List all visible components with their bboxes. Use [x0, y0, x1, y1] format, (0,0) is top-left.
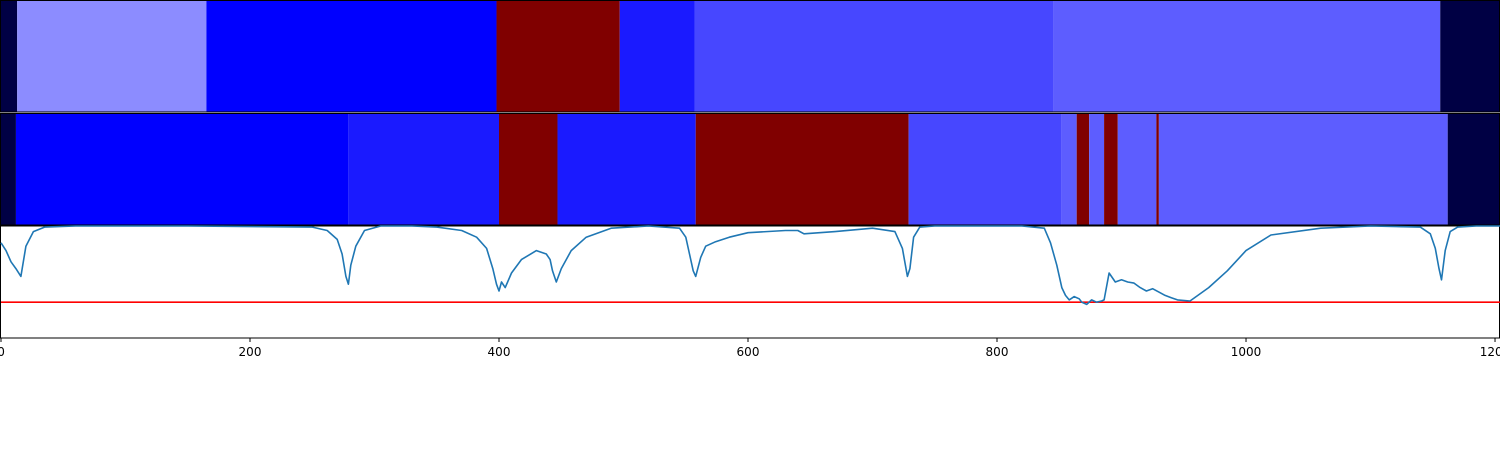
state-segment-4: [557, 114, 696, 225]
state-segment-5: [695, 114, 909, 225]
state-segment-14: [1447, 114, 1500, 225]
state-segment-1: [17, 1, 207, 112]
x-tick-label-400: 400: [488, 345, 511, 359]
state-segment-2: [348, 114, 500, 225]
state-segment-8: [1076, 114, 1090, 225]
state-segment-9: [1089, 114, 1105, 225]
state-segment-10: [1104, 114, 1118, 225]
middle-state-heatmap: [1, 114, 1500, 225]
state-segment-6: [1053, 1, 1441, 112]
x-tick-label-1000: 1000: [1231, 345, 1262, 359]
state-segment-2: [206, 1, 497, 112]
signal-line: [0, 225, 1500, 306]
x-tick-label-600: 600: [737, 345, 760, 359]
state-segment-3: [496, 1, 620, 112]
state-segment-3: [499, 114, 558, 225]
state-segment-4: [619, 1, 695, 112]
state-segment-1: [15, 114, 349, 225]
signal-line-panel: [0, 225, 1500, 339]
state-segment-7: [1440, 1, 1500, 112]
x-axis: 0 200 400 600 800 1000 1200: [0, 338, 1500, 359]
top-state-heatmap: [1, 1, 1500, 112]
x-tick-label-1200: 1200: [1480, 345, 1500, 359]
state-segment-0: [1, 1, 18, 112]
state-segment-13: [1158, 114, 1448, 225]
state-segment-0: [1, 114, 16, 225]
state-segment-6: [908, 114, 1062, 225]
state-segment-11: [1117, 114, 1157, 225]
x-tick-label-200: 200: [239, 345, 262, 359]
state-segment-5: [694, 1, 1054, 112]
x-tick-label-0: 0: [0, 345, 5, 359]
line-panel-frame: [0, 225, 1500, 339]
state-segment-7: [1061, 114, 1077, 225]
x-tick-label-800: 800: [986, 345, 1009, 359]
state-segment-12: [1156, 114, 1159, 225]
